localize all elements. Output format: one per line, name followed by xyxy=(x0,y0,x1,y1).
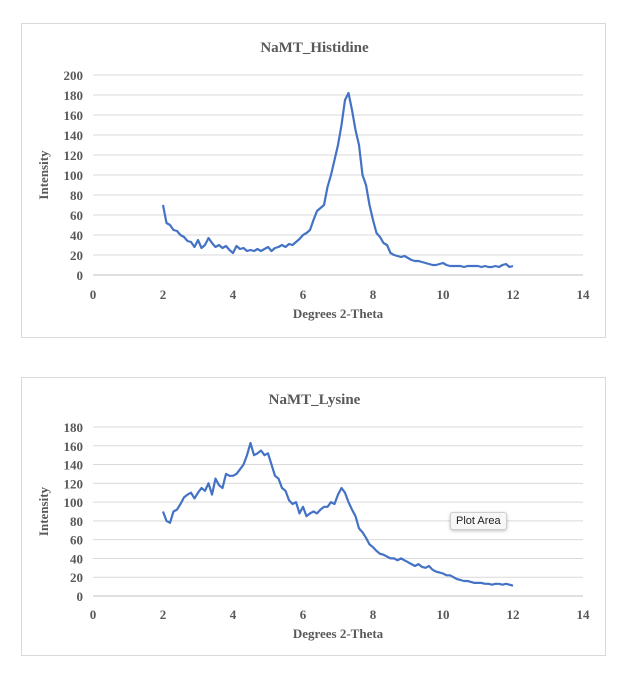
y-tick-label: 160 xyxy=(64,108,84,123)
y-tick-label: 120 xyxy=(64,476,84,491)
y-tick-label: 120 xyxy=(64,148,84,163)
chart-svg: NaMT_Histidine02040608010012014016018020… xyxy=(36,40,591,321)
x-tick-label: 4 xyxy=(230,287,237,302)
x-tick-label: 12 xyxy=(507,607,520,622)
x-tick-label: 14 xyxy=(577,607,591,622)
series-line[interactable] xyxy=(161,441,514,587)
x-tick-label: 8 xyxy=(370,287,377,302)
y-tick-label: 200 xyxy=(64,68,84,83)
x-tick-label: 10 xyxy=(437,287,450,302)
chart-svg: NaMT_Lysine 0 20 40 60 80 100 120 140 160 180 0 2 4 6 8… xyxy=(36,392,591,641)
y-tick-label: 80 xyxy=(70,514,83,529)
x-tick-label: 2 xyxy=(160,607,167,622)
y-axis-title: Intensity xyxy=(36,486,51,536)
y-tick-label: 80 xyxy=(70,188,83,203)
y-tick-label: 100 xyxy=(64,168,84,183)
x-tick-label: 6 xyxy=(300,287,307,302)
y-tick-label: 180 xyxy=(64,88,84,103)
series-line[interactable] xyxy=(161,91,514,269)
y-tick-label: 100 xyxy=(64,495,84,510)
x-axis-title: Degrees 2-Theta xyxy=(293,626,384,641)
y-tick-label: 40 xyxy=(70,551,83,566)
x-tick-label: 4 xyxy=(230,607,237,622)
x-tick-label: 8 xyxy=(370,607,377,622)
chart-title: NaMT_Histidine xyxy=(260,40,369,56)
chart-title: NaMT_Lysine xyxy=(269,392,361,408)
y-tick-label: 40 xyxy=(70,228,83,243)
x-tick-label: 14 xyxy=(577,287,591,302)
x-tick-label: 10 xyxy=(437,607,450,622)
y-tick-label: 60 xyxy=(70,533,83,548)
x-tick-label: 6 xyxy=(300,607,307,622)
x-tick-label: 0 xyxy=(90,287,97,302)
y-tick-label: 180 xyxy=(64,420,84,435)
x-tick-label: 12 xyxy=(507,287,520,302)
y-tick-label: 0 xyxy=(77,268,84,283)
chart-histidine[interactable]: NaMT_Histidine 0 20 40 60 80 100 120 140 160 180 20… xyxy=(21,23,606,338)
y-tick-label: 140 xyxy=(64,128,84,143)
chart-lysine[interactable]: NaMT_Lysine 0 20 40 60 80 100 120 140 160 180 0 2 4 6 8… xyxy=(21,377,606,656)
y-tick-label: 140 xyxy=(64,458,84,473)
y-axis-title: Intensity xyxy=(36,150,51,200)
x-axis-title: Degrees 2-Theta xyxy=(293,306,384,321)
y-tick-label: 20 xyxy=(70,248,83,263)
y-tick-label: 20 xyxy=(70,570,83,585)
y-tick-label: 0 xyxy=(77,589,84,604)
x-tick-label: 0 xyxy=(90,607,97,622)
y-tick-label: 60 xyxy=(70,208,83,223)
y-tick-label: 160 xyxy=(64,439,84,454)
plot-area-tooltip: Plot Area xyxy=(450,512,507,530)
x-tick-label: 2 xyxy=(160,287,167,302)
